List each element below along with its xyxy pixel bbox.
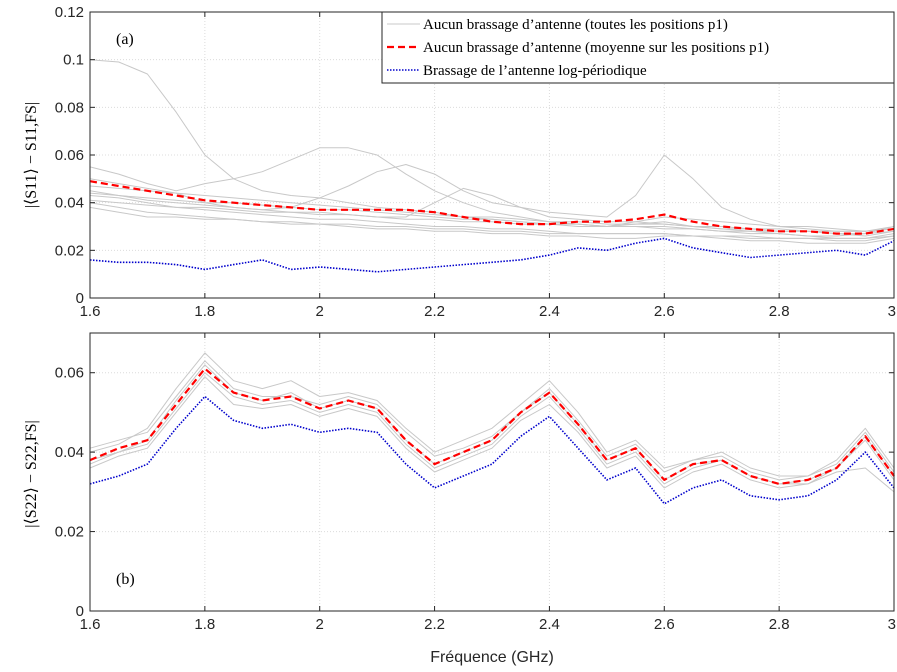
- panel-b-ylabel: |⟨S22⟩ − S22,FS|: [23, 420, 40, 528]
- panel-a-xtick-label-6: 2.8: [769, 303, 790, 320]
- panel-a-ytick-label-0: 0: [76, 290, 84, 307]
- panel-b-series-all-positions-4: [89, 372, 895, 485]
- panel-b-xtick-label-5: 2.6: [654, 616, 675, 633]
- panel-b-series-all-positions-0: [89, 352, 895, 477]
- panel-b-xtick-label-4: 2.4: [539, 616, 560, 633]
- panel-a-s11: 1.6 1.8 2 2.2 2.4 2.6 2.8 3 0 0.02 0.04 0.06 0.08 0.1…: [23, 4, 896, 320]
- panel-b-xtick-label-3: 2.2: [424, 616, 445, 633]
- legend-item-mean: Aucun brassage d’antenne (moyenne sur le…: [423, 40, 769, 56]
- panel-b-ytick-label-2: 0.04: [55, 444, 84, 461]
- panel-b-s22: 1.6 1.8 2 2.2 2.4 2.6 2.8 3 0 0.02 0.04 0.06 (b) |⟨…: [23, 332, 896, 666]
- panel-a-xtick-label-3: 2.2: [424, 303, 445, 320]
- panel-a-xtick-label-5: 2.6: [654, 303, 675, 320]
- panel-a-series-all-positions-5: [89, 199, 895, 242]
- panel-b-xtick-label-2: 2: [316, 616, 324, 633]
- panel-a-ytick-label-1: 0.02: [55, 242, 84, 259]
- panel-b-xtick-label-1: 1.8: [194, 616, 215, 633]
- panel-b-series-all-positions-3: [89, 360, 895, 481]
- panel-a-xtick-label-2: 2: [316, 303, 324, 320]
- legend-box: [381, 11, 895, 84]
- panel-a-label: (a): [116, 31, 134, 48]
- panel-a-series-all-positions-4: [89, 195, 895, 232]
- panel-a-xtick-label-1: 1.8: [194, 303, 215, 320]
- panel-b-series-all-positions-2: [89, 376, 895, 493]
- panel-a-series: [89, 59, 895, 273]
- panel-a-series-all-positions-7: [89, 206, 895, 239]
- panel-b-frame: [89, 332, 895, 612]
- panel-b-series: [89, 352, 895, 505]
- panel-a-series-mean-0: [89, 180, 895, 235]
- panel-a-ticks: 1.6 1.8 2 2.2 2.4 2.6 2.8 3 0 0.02 0.04 0.06 0.08 0.1…: [55, 4, 896, 320]
- panel-a-ylabel: |⟨S11⟩ − S11,FS|: [23, 102, 40, 208]
- panel-a-ytick-label-2: 0.04: [55, 195, 84, 212]
- panel-b-ticks: 1.6 1.8 2 2.2 2.4 2.6 2.8 3 0 0.02 0.04 0.06: [55, 333, 896, 633]
- panel-a-series-all-positions-1: [89, 147, 895, 237]
- panel-a-xtick-label-7: 3: [888, 303, 896, 320]
- panel-b-ytick-label-0: 0: [76, 603, 84, 620]
- panel-b-xtick-label-0: 1.6: [80, 616, 101, 633]
- panel-b-ytick-label-1: 0.02: [55, 524, 84, 541]
- panel-a-ytick-label-5: 0.1: [63, 52, 84, 69]
- panel-a-xtick-label-0: 1.6: [80, 303, 101, 320]
- panel-b-xtick-label-6: 2.8: [769, 616, 790, 633]
- panel-a-series-all-positions-6: [89, 202, 895, 244]
- panel-b-series-log-periodic-0: [89, 395, 895, 505]
- panel-a-ytick-label-4: 0.08: [55, 99, 84, 116]
- panel-a-series-log-periodic-0: [89, 237, 895, 273]
- panel-a-ytick-label-6: 0.12: [55, 4, 84, 21]
- panel-a-series-all-positions-2: [89, 154, 895, 232]
- x-axis-label: Fréquence (GHz): [430, 649, 554, 666]
- panel-b-series-mean-0: [89, 367, 895, 485]
- panel-b-xtick-label-7: 3: [888, 616, 896, 633]
- panel-a-xtick-label-4: 2.4: [539, 303, 560, 320]
- panel-a-ytick-label-3: 0.06: [55, 147, 84, 164]
- panel-b-ytick-label-3: 0.06: [55, 365, 84, 382]
- legend: Aucun brassage d’antenne (toutes les pos…: [381, 11, 895, 84]
- panel-b-label: (b): [116, 571, 135, 588]
- legend-item-log-periodic: Brassage de l’antenne log-périodique: [423, 63, 647, 79]
- legend-item-all-positions: Aucun brassage d’antenne (toutes les pos…: [423, 17, 728, 33]
